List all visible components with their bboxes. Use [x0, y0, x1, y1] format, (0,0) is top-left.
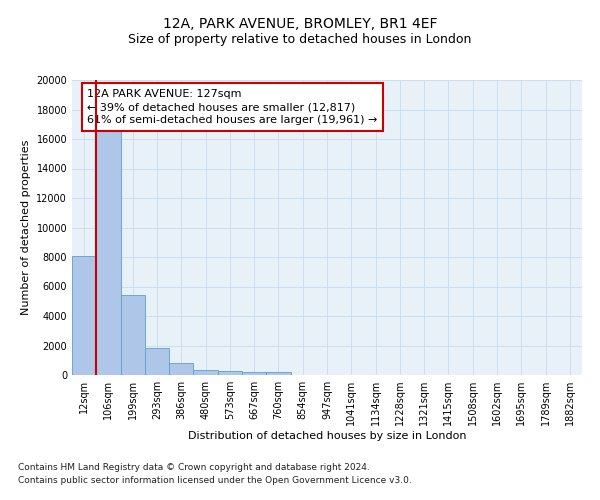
X-axis label: Distribution of detached houses by size in London: Distribution of detached houses by size …	[188, 431, 466, 441]
Bar	[193, 370, 218, 375]
Bar	[72, 256, 96, 375]
Bar	[169, 363, 193, 375]
Text: Contains public sector information licensed under the Open Government Licence v3: Contains public sector information licen…	[18, 476, 412, 485]
Bar	[218, 371, 242, 375]
Y-axis label: Number of detached properties: Number of detached properties	[21, 140, 31, 315]
Bar	[242, 372, 266, 375]
Bar	[145, 348, 169, 375]
Text: 12A PARK AVENUE: 127sqm
← 39% of detached houses are smaller (12,817)
61% of sem: 12A PARK AVENUE: 127sqm ← 39% of detache…	[88, 89, 377, 125]
Text: 12A, PARK AVENUE, BROMLEY, BR1 4EF: 12A, PARK AVENUE, BROMLEY, BR1 4EF	[163, 18, 437, 32]
Bar	[266, 372, 290, 375]
Text: Contains HM Land Registry data © Crown copyright and database right 2024.: Contains HM Land Registry data © Crown c…	[18, 464, 370, 472]
Text: Size of property relative to detached houses in London: Size of property relative to detached ho…	[128, 32, 472, 46]
Bar	[121, 296, 145, 375]
Bar	[96, 130, 121, 375]
